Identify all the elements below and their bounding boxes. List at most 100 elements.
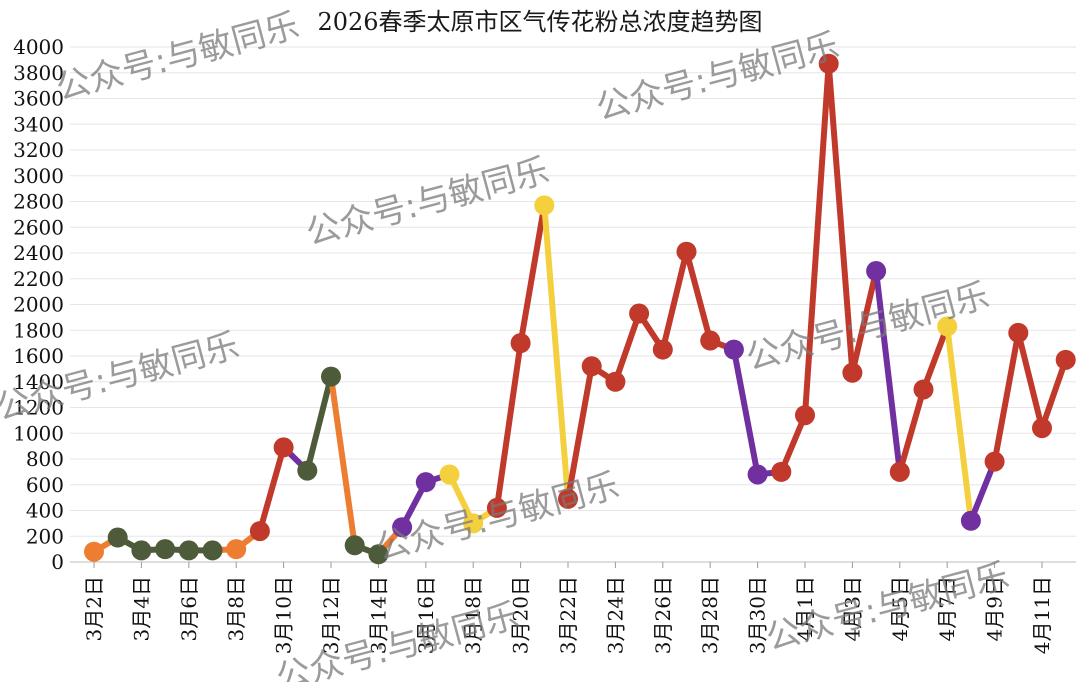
y-tick-label: 1200 <box>13 396 64 420</box>
y-tick-label: 400 <box>26 499 64 523</box>
data-point <box>131 540 152 561</box>
data-point <box>889 461 910 482</box>
x-tick-label: 3月20日 <box>509 576 533 654</box>
series-segment <box>991 329 1022 465</box>
x-tick-label: 3月26日 <box>651 576 675 654</box>
data-point <box>558 488 578 509</box>
series-segment <box>873 268 903 475</box>
data-point <box>439 464 460 485</box>
data-point <box>581 356 602 377</box>
data-point <box>155 539 176 560</box>
data-point <box>368 544 389 565</box>
data-point <box>960 510 981 531</box>
series-segment <box>967 458 998 524</box>
y-tick-label: 4000 <box>13 35 64 59</box>
x-tick-label: 3月18日 <box>461 576 485 654</box>
y-tick-label: 800 <box>26 447 64 471</box>
y-tick-label: 200 <box>26 524 64 548</box>
x-tick-label: 3月16日 <box>414 576 438 654</box>
data-point <box>392 517 413 538</box>
y-tick-label: 3800 <box>13 61 64 85</box>
x-tick-label: 4月5日 <box>888 576 912 641</box>
x-axis-ticks: 3月2日 3月4日 3月6日 3月8日 3月10日 3月12日 3月14日 3月16日 3月18… <box>82 562 1054 654</box>
y-tick-label: 600 <box>26 473 64 497</box>
series-segment <box>944 323 974 524</box>
data-point <box>486 497 507 518</box>
x-tick-label: 4月11日 <box>1030 576 1054 654</box>
data-point <box>984 451 1005 472</box>
series-segment <box>825 60 856 376</box>
x-tick-label: 4月7日 <box>935 576 959 641</box>
data-point <box>818 53 839 74</box>
x-tick-label: 3月28日 <box>698 576 722 654</box>
gridlines <box>70 46 1076 563</box>
series-segment <box>565 363 595 502</box>
y-tick-label: 3200 <box>13 138 64 162</box>
x-tick-label: 4月1日 <box>793 576 817 641</box>
y-tick-label: 1000 <box>13 421 64 445</box>
series-segment <box>802 60 832 419</box>
y-tick-label: 1400 <box>13 370 64 394</box>
series-segment <box>517 202 548 347</box>
data-point <box>700 330 721 351</box>
data-point <box>913 379 934 400</box>
y-tick-label: 2800 <box>13 190 64 214</box>
data-point <box>771 461 792 482</box>
series-segment <box>493 340 524 511</box>
data-point <box>273 437 294 458</box>
data-point <box>1055 349 1076 370</box>
x-tick-label: 4月3日 <box>840 576 864 641</box>
series-segment <box>896 386 927 475</box>
series-segment <box>849 268 880 376</box>
data-point <box>652 339 673 360</box>
y-tick-label: 3000 <box>13 164 64 188</box>
data-point <box>178 540 199 561</box>
data-point <box>463 513 484 534</box>
data-point <box>605 371 626 392</box>
series-segment <box>920 323 951 393</box>
x-tick-label: 3月8日 <box>224 576 248 641</box>
series-segment <box>612 310 643 385</box>
y-tick-label: 2600 <box>13 215 64 239</box>
watermark-text: 公众号:与敏同乐 <box>272 595 523 682</box>
data-point <box>629 303 650 324</box>
data-point <box>1008 322 1029 343</box>
x-tick-label: 3月24日 <box>603 576 627 654</box>
data-point <box>107 527 128 548</box>
data-point <box>226 539 247 560</box>
data-point <box>249 521 270 542</box>
y-axis-ticks: 0200400600800100012001400160018002000220… <box>13 35 64 574</box>
series-segment <box>1015 329 1045 432</box>
data-point <box>510 333 531 354</box>
watermark-text: 公众号:与敏同乐 <box>302 150 553 253</box>
x-tick-label: 3月6日 <box>177 576 201 641</box>
series-segment <box>659 248 690 353</box>
data-point <box>321 366 341 387</box>
y-tick-label: 3600 <box>13 87 64 111</box>
y-tick-label: 0 <box>51 550 64 574</box>
data-point <box>676 241 697 262</box>
series-segment <box>328 373 358 549</box>
data-point <box>937 316 958 337</box>
watermark-text: 公众号:与敏同乐 <box>592 25 843 128</box>
y-tick-label: 2200 <box>13 267 64 291</box>
data-point <box>534 195 555 216</box>
data-point <box>344 535 365 556</box>
data-point <box>795 405 815 426</box>
x-tick-label: 4月9日 <box>983 576 1007 641</box>
series-segment <box>683 248 714 344</box>
x-tick-label: 3月14日 <box>366 576 390 654</box>
series-segment <box>1039 356 1069 432</box>
y-tick-label: 1800 <box>13 318 64 342</box>
data-point <box>202 540 223 561</box>
data-point <box>842 362 863 383</box>
series-segment <box>256 444 287 535</box>
series-points <box>84 53 1076 565</box>
y-tick-label: 2000 <box>13 293 64 317</box>
series-segment <box>778 412 808 475</box>
data-point <box>84 541 104 562</box>
x-tick-label: 3月30日 <box>746 576 770 654</box>
data-point <box>866 261 887 282</box>
series-segment <box>541 202 571 502</box>
